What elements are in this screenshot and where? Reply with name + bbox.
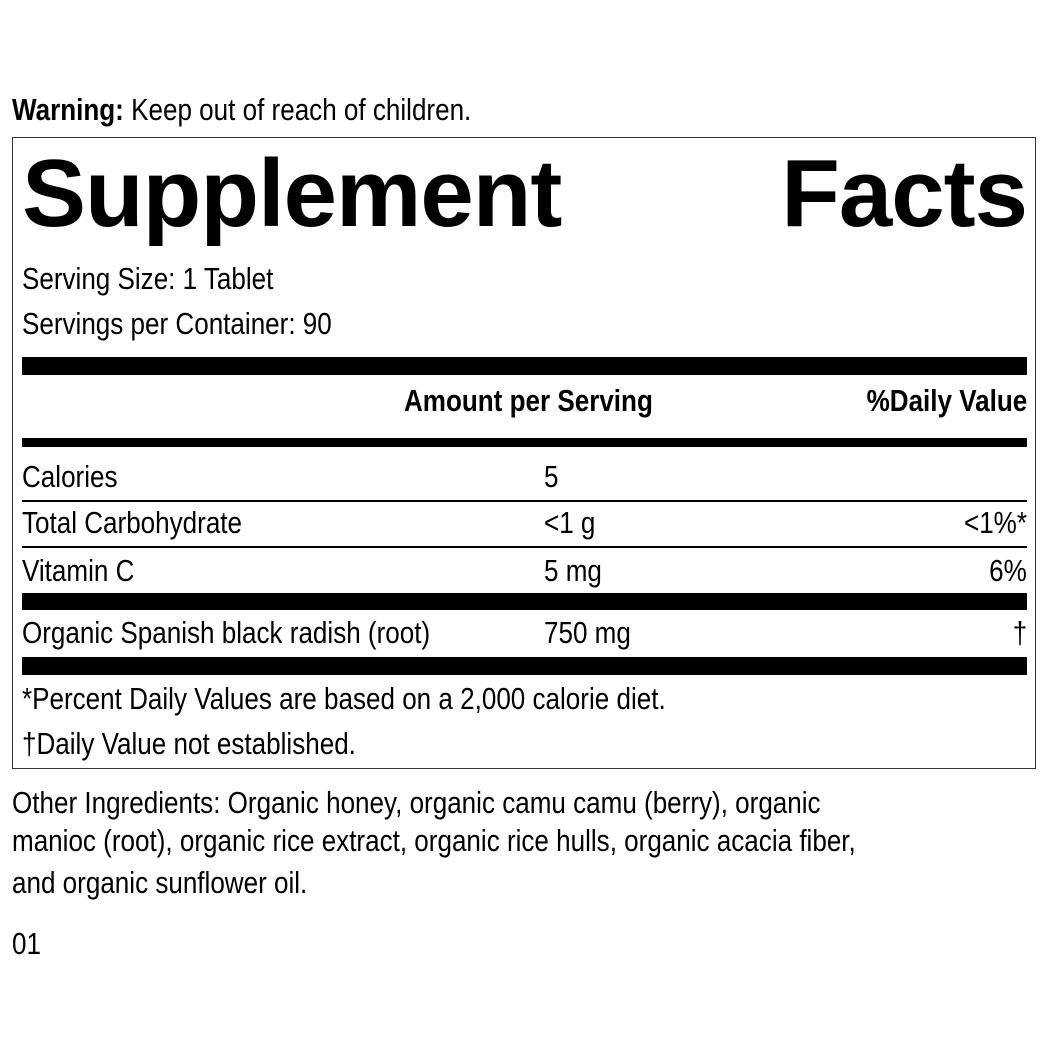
serving-size: Serving Size: 1 Tablet <box>22 261 274 296</box>
supplement-facts-panel <box>12 137 1036 769</box>
row-name: Vitamin C <box>22 553 135 588</box>
header-daily-value: %Daily Value <box>866 383 1027 418</box>
row-amount: 5 mg <box>544 553 602 588</box>
thick-divider <box>22 357 1027 375</box>
footnote-dagger: †Daily Value not established. <box>22 726 356 761</box>
row-daily-value: 6% <box>989 553 1027 588</box>
thick-divider <box>22 657 1027 675</box>
other-ingredients-line: manioc (root), organic rice extract, org… <box>12 823 856 858</box>
lot-code: 01 <box>12 926 41 961</box>
warning-label: Warning: <box>12 92 124 127</box>
row-amount: <1 g <box>544 505 596 540</box>
footnote-percent: *Percent Daily Values are based on a 2,0… <box>22 681 666 716</box>
warning-text: Keep out of reach of children. <box>131 92 472 127</box>
servings-per-container: Servings per Container: 90 <box>22 306 332 341</box>
title-word-1: Supplement <box>22 140 562 247</box>
header-amount: Amount per Serving <box>404 383 653 418</box>
thin-divider <box>22 546 1027 548</box>
thin-divider <box>22 500 1027 502</box>
title-word-2: Facts <box>781 140 1028 247</box>
row-amount: 750 mg <box>544 615 631 650</box>
row-name: Total Carbohydrate <box>22 505 243 540</box>
panel-title: Supplement Facts <box>22 140 1028 247</box>
other-ingredients-line: and organic sunflower oil. <box>12 865 308 900</box>
warning: Warning: Keep out of reach of children. <box>12 94 471 125</box>
row-name: Organic Spanish black radish (root) <box>22 615 431 650</box>
thick-divider <box>22 593 1027 610</box>
row-daily-value: † <box>1012 615 1027 650</box>
row-daily-value: <1%* <box>964 505 1027 540</box>
row-name: Calories <box>22 459 118 494</box>
row-amount: 5 <box>544 459 559 494</box>
other-ingredients-line: Other Ingredients: Organic honey, organi… <box>12 785 821 820</box>
medium-divider <box>22 438 1027 447</box>
